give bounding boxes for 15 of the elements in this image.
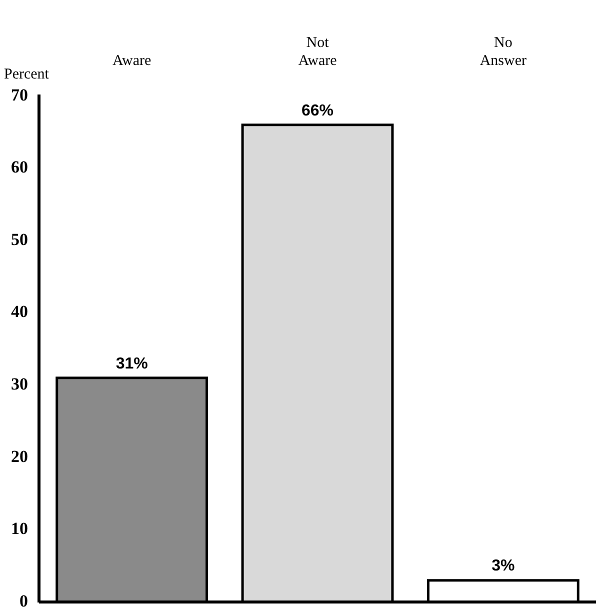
y-tick-label: 30	[11, 374, 28, 394]
y-tick-label: 70	[11, 85, 28, 104]
y-tick-label: 20	[11, 446, 28, 466]
x-tick-label: Aware	[112, 52, 152, 69]
y-tick-label: 0	[20, 591, 28, 610]
y-tick-label: 60	[11, 158, 28, 177]
y-tick-label: 10	[11, 519, 28, 538]
data-label: 66%	[301, 102, 334, 120]
data-label: 3%	[492, 558, 515, 575]
x-tick-label: Not Aware	[298, 34, 338, 69]
y-tick-label: 50	[11, 230, 28, 249]
data-label: 31%	[116, 355, 148, 372]
y-tick-label: 40	[11, 302, 28, 322]
x-tick-label: No Answer	[480, 34, 526, 69]
y-axis-title: Percent	[4, 66, 50, 82]
